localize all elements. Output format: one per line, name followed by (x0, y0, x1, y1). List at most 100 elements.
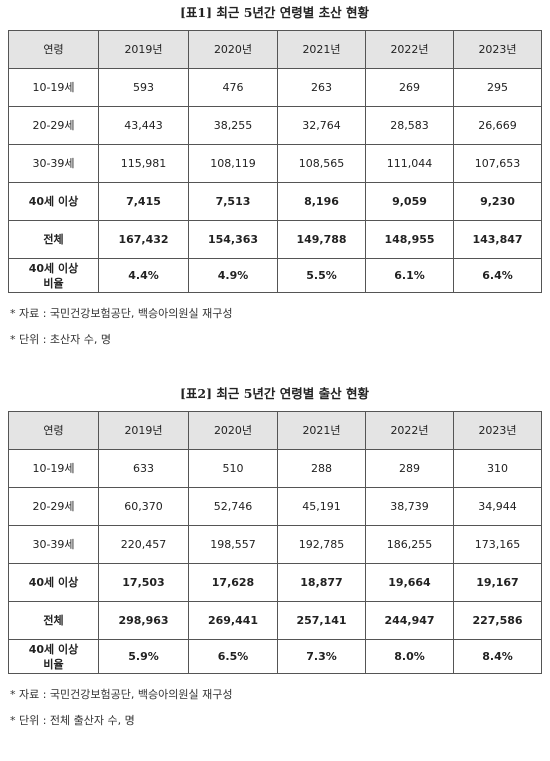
header-row: 연령 2019년 2020년 2021년 2022년 2023년 (8, 411, 542, 450)
table-cell: 18,877 (277, 563, 366, 602)
table-row: 20-29세 60,370 52,746 45,191 38,739 34,944 (8, 487, 542, 526)
table-cell: 40세 이상 비율 (8, 258, 99, 293)
table-cell: 476 (188, 68, 278, 107)
table-row: 전체 298,963 269,441 257,141 244,947 227,586 (8, 601, 542, 640)
note: * 단위 : 전체 출산자 수, 명 (10, 714, 135, 727)
table-block: [표2] 최근 5년간 연령별 출산 현황 연령 2019년 2020년 2021년 20… (8, 383, 542, 734)
table-cell: 8.4% (453, 639, 542, 674)
table-cell: 17,503 (98, 563, 189, 602)
table-cell: 34,944 (453, 487, 542, 526)
table-cell: 전체 (8, 601, 99, 640)
table-cell: 633 (98, 449, 189, 488)
table-cell: 43,443 (98, 106, 189, 145)
table-cell: 4.9% (188, 258, 278, 293)
header-cell: 2022년 (365, 411, 454, 450)
header-cell: 2021년 (277, 30, 366, 69)
header-cell: 연령 (8, 411, 99, 450)
table-cell: 38,739 (365, 487, 454, 526)
notes: * 자료 : 국민건강보험공단, 백승아의원실 재구성 * 단위 : 초산자 수,… (8, 301, 541, 353)
table-cell: 10-19세 (8, 68, 99, 107)
data-table: 연령 2019년 2020년 2021년 2022년 2023년 10-19세 633 510 2… (8, 411, 542, 674)
table-cell: 186,255 (365, 525, 454, 564)
table-cell: 7,415 (98, 182, 189, 221)
table-cell: 108,119 (188, 144, 278, 183)
table-cell: 295 (453, 68, 542, 107)
note: * 자료 : 국민건강보험공단, 백승아의원실 재구성 (10, 307, 233, 320)
notes: * 자료 : 국민건강보험공단, 백승아의원실 재구성 * 단위 : 전체 출산자… (8, 682, 541, 734)
header-row: 연령 2019년 2020년 2021년 2022년 2023년 (8, 30, 542, 69)
table-cell: 17,628 (188, 563, 278, 602)
table-cell: 30-39세 (8, 144, 99, 183)
table-row: 20-29세 43,443 38,255 32,764 28,583 26,669 (8, 106, 542, 145)
table-row: 전체 167,432 154,363 149,788 148,955 143,847 (8, 220, 542, 259)
table-cell: 149,788 (277, 220, 366, 259)
table-cell: 593 (98, 68, 189, 107)
table-title: [표2] 최근 5년간 연령별 출산 현황 (180, 386, 369, 401)
header-cell: 연령 (8, 30, 99, 69)
table-cell: 244,947 (365, 601, 454, 640)
table-row: 30-39세 115,981 108,119 108,565 111,044 107,65… (8, 144, 542, 183)
table-cell: 60,370 (98, 487, 189, 526)
table-cell: 6.5% (188, 639, 278, 674)
table-cell: 28,583 (365, 106, 454, 145)
table-cell: 269,441 (188, 601, 278, 640)
table-cell: 263 (277, 68, 366, 107)
table-row: 40세 이상 비율 4.4% 4.9% 5.5% 6.1% 6.4% (8, 258, 542, 293)
header-cell: 2023년 (453, 411, 542, 450)
table-cell: 38,255 (188, 106, 278, 145)
table-cell: 7,513 (188, 182, 278, 221)
table-cell: 8.0% (365, 639, 454, 674)
table-cell: 288 (277, 449, 366, 488)
table-cell: 19,167 (453, 563, 542, 602)
table-cell: 289 (365, 449, 454, 488)
table-cell: 6.4% (453, 258, 542, 293)
table-cell: 30-39세 (8, 525, 99, 564)
table-cell: 20-29세 (8, 487, 99, 526)
table-cell: 227,586 (453, 601, 542, 640)
table-cell: 220,457 (98, 525, 189, 564)
table-cell: 257,141 (277, 601, 366, 640)
table-cell: 20-29세 (8, 106, 99, 145)
table-cell: 5.9% (98, 639, 189, 674)
table-cell: 115,981 (98, 144, 189, 183)
data-table: 연령 2019년 2020년 2021년 2022년 2023년 10-19세 593 476 2… (8, 30, 542, 293)
table-cell: 7.3% (277, 639, 366, 674)
header-cell: 2023년 (453, 30, 542, 69)
note: * 단위 : 초산자 수, 명 (10, 333, 112, 346)
table-cell: 510 (188, 449, 278, 488)
table-row: 30-39세 220,457 198,557 192,785 186,255 173,16… (8, 525, 542, 564)
table-cell: 40세 이상 비율 (8, 639, 99, 674)
table-cell: 154,363 (188, 220, 278, 259)
table-row: 10-19세 633 510 288 289 310 (8, 449, 542, 488)
table-cell: 전체 (8, 220, 99, 259)
table-cell: 298,963 (98, 601, 189, 640)
header-cell: 2020년 (188, 30, 278, 69)
header-cell: 2019년 (98, 411, 189, 450)
table-row: 40세 이상 7,415 7,513 8,196 9,059 9,230 (8, 182, 542, 221)
table-row: 40세 이상 비율 5.9% 6.5% 7.3% 8.0% 8.4% (8, 639, 542, 674)
table-cell: 19,664 (365, 563, 454, 602)
table-cell: 111,044 (365, 144, 454, 183)
table-cell: 26,669 (453, 106, 542, 145)
table-cell: 4.4% (98, 258, 189, 293)
header-cell: 2022년 (365, 30, 454, 69)
table-cell: 310 (453, 449, 542, 488)
table-row: 10-19세 593 476 263 269 295 (8, 68, 542, 107)
table-cell: 148,955 (365, 220, 454, 259)
table-cell: 6.1% (365, 258, 454, 293)
table-cell: 192,785 (277, 525, 366, 564)
header-cell: 2021년 (277, 411, 366, 450)
table-cell: 108,565 (277, 144, 366, 183)
table-cell: 167,432 (98, 220, 189, 259)
header-cell: 2020년 (188, 411, 278, 450)
table-cell: 32,764 (277, 106, 366, 145)
table-cell: 45,191 (277, 487, 366, 526)
table-cell: 5.5% (277, 258, 366, 293)
table-cell: 40세 이상 (8, 563, 99, 602)
table-cell: 198,557 (188, 525, 278, 564)
table-title: [표1] 최근 5년간 연령별 초산 현황 (180, 5, 369, 20)
table-cell: 9,059 (365, 182, 454, 221)
table-cell: 10-19세 (8, 449, 99, 488)
